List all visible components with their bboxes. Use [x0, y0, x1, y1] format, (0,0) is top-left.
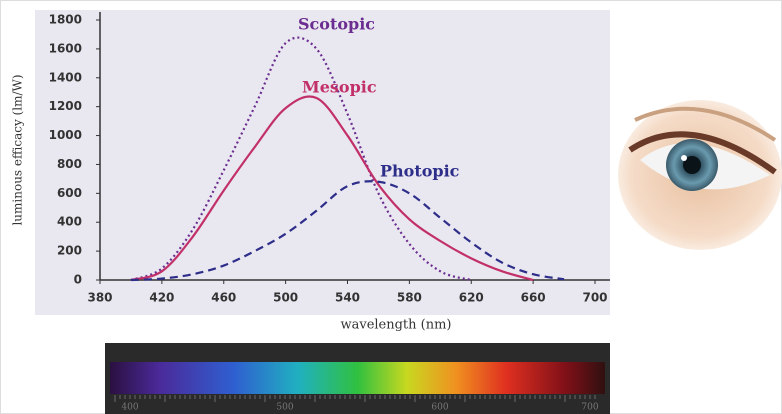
x-tick-label: 500 — [273, 291, 298, 305]
x-tick-label: 540 — [335, 291, 360, 305]
x-tick-label: 380 — [87, 291, 112, 305]
spectrum-label: 600 — [431, 403, 448, 413]
y-tick-label: 1400 — [49, 70, 82, 84]
spectrum-bar — [105, 343, 610, 414]
spectrum-label: 500 — [276, 403, 293, 413]
y-axis-label: luminous efficacy (lm/W) — [11, 74, 25, 225]
y-tick-label: 1600 — [49, 41, 82, 55]
y-tick-label: 1200 — [49, 99, 82, 113]
y-tick-label: 1800 — [49, 13, 82, 27]
plot-panel — [35, 10, 610, 315]
y-tick-label: 0 — [74, 273, 82, 287]
x-axis-label: wavelength (nm) — [340, 318, 451, 333]
x-tick-label: 580 — [397, 291, 422, 305]
y-tick-label: 1000 — [49, 128, 82, 142]
spectrum-label: 700 — [581, 403, 598, 413]
x-tick-label: 620 — [459, 291, 484, 305]
x-tick-label: 660 — [521, 291, 546, 305]
spectrum-label: 400 — [121, 403, 138, 413]
eye — [618, 100, 782, 250]
y-tick-label: 400 — [57, 215, 82, 229]
y-tick-label: 800 — [57, 157, 82, 171]
y-tick-label: 600 — [57, 186, 82, 200]
x-tick-label: 420 — [149, 291, 174, 305]
series-label: Photopic — [380, 162, 460, 181]
y-tick-label: 200 — [57, 244, 82, 258]
series-label: Scotopic — [298, 15, 375, 34]
chart: wavelength (nm) luminous efficacy (lm/W)… — [0, 0, 782, 414]
series-label: Mesopic — [302, 78, 377, 97]
x-tick-label: 700 — [582, 291, 607, 305]
x-tick-label: 460 — [211, 291, 236, 305]
